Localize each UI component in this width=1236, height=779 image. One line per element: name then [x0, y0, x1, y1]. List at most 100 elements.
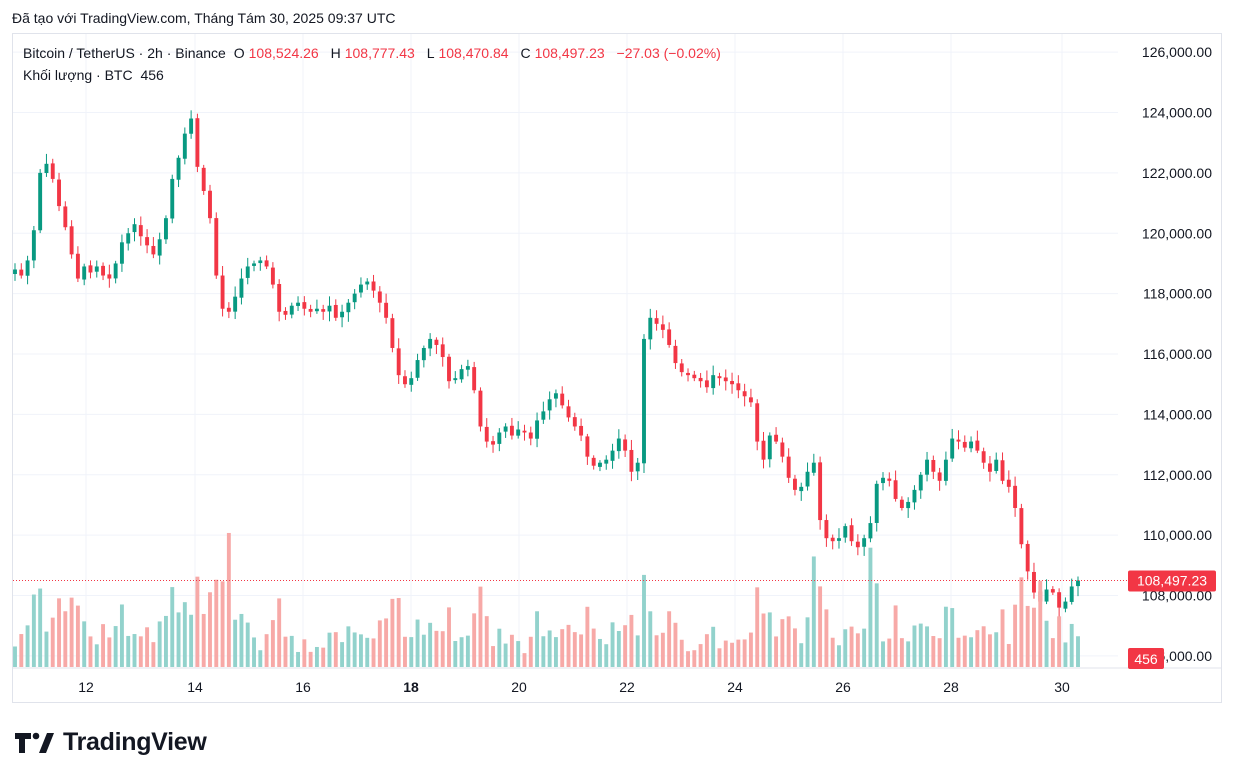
volume-bar: [453, 640, 458, 667]
volume-bar: [610, 622, 615, 667]
candle-body: [170, 178, 175, 219]
volume-bar: [723, 640, 728, 667]
volume-bar: [1069, 623, 1074, 667]
volume-bar: [157, 621, 162, 667]
candle-body: [730, 381, 735, 385]
volume-bar: [975, 630, 980, 667]
volume-bar: [692, 650, 697, 667]
candle-body: [13, 269, 17, 275]
volume-bar: [421, 634, 426, 667]
candle-body: [528, 432, 533, 439]
volume-bar: [547, 630, 552, 667]
candle-body: [239, 278, 244, 298]
volume-bar: [793, 628, 797, 667]
candle-body: [214, 218, 219, 276]
volume-legend: Khối lượng · BTC 456: [23, 67, 164, 83]
x-tick-label: 28: [943, 679, 959, 695]
x-tick-label: 16: [295, 679, 311, 695]
candle-body: [893, 480, 898, 499]
volume-bar: [176, 612, 181, 667]
volume-bar: [465, 635, 470, 667]
volume-bar: [277, 598, 282, 667]
candle-body: [101, 265, 106, 276]
y-tick-label: 124,000.00: [1142, 104, 1212, 120]
candle-body: [509, 425, 514, 436]
close-value: 108,497.23: [534, 45, 605, 61]
candle-body: [1044, 589, 1049, 602]
low-label: L: [426, 45, 435, 61]
candle-body: [855, 541, 860, 548]
candle-body: [560, 393, 565, 406]
candle-body: [88, 265, 93, 273]
volume-bar: [516, 641, 521, 667]
candle-body: [1025, 543, 1030, 572]
volume-bar: [145, 627, 150, 667]
volume-bar: [126, 635, 131, 667]
candle-body: [346, 302, 351, 313]
candle-body: [1069, 586, 1074, 602]
volume-bar: [642, 574, 646, 667]
volume-bar: [220, 581, 225, 667]
volume-bar: [428, 622, 433, 667]
volume-bar: [881, 641, 885, 667]
candle-body: [585, 436, 590, 457]
volume-bar: [440, 631, 445, 667]
candle-body: [962, 441, 967, 448]
volume-bar: [572, 632, 577, 667]
volume-bar: [962, 635, 967, 667]
volume-bar: [912, 625, 917, 667]
volume-bar: [824, 609, 829, 667]
volume-bar: [371, 638, 376, 667]
candle-body: [686, 372, 690, 376]
volume-bar: [138, 636, 143, 667]
volume-tag-text: 456: [1134, 651, 1158, 667]
volume-bar: [365, 637, 370, 667]
candle-body: [94, 266, 99, 272]
candle-body: [377, 291, 382, 303]
tradingview-brand[interactable]: TradingView: [15, 728, 207, 757]
candle-body: [660, 324, 665, 330]
volume-bar: [415, 619, 420, 667]
volume-bar: [1025, 605, 1030, 667]
volume-bar: [358, 634, 363, 667]
volume-bar: [31, 594, 36, 667]
candle-body: [107, 274, 112, 279]
high-value: 108,777.43: [344, 45, 415, 61]
symbol-label[interactable]: Bitcoin / TetherUS · 2h · Binance: [23, 45, 226, 61]
candle-body: [642, 338, 646, 464]
volume-bar: [497, 628, 502, 667]
candle-body: [38, 172, 43, 231]
volume-bar: [604, 644, 609, 667]
volume-bar: [868, 547, 873, 667]
volume-bar: [553, 637, 558, 667]
volume-bar: [352, 632, 357, 667]
candle-body: [1006, 479, 1011, 487]
volume-bar: [226, 532, 231, 667]
volume-bar: [981, 626, 986, 667]
volume-bar: [151, 642, 156, 667]
volume-bar: [509, 634, 514, 667]
volume-bar: [132, 634, 137, 667]
volume-bar: [906, 641, 911, 667]
tradingview-logo-icon: [15, 732, 54, 753]
volume-bar: [75, 605, 80, 667]
volume-bar: [302, 639, 307, 667]
volume-bar: [987, 634, 992, 667]
candle-body: [132, 224, 137, 233]
candle-body: [881, 477, 885, 484]
volume-label[interactable]: Khối lượng · BTC: [23, 67, 133, 83]
volume-bar: [88, 636, 93, 667]
candle-body: [252, 263, 256, 266]
volume-bar: [1006, 643, 1011, 667]
candle-body: [786, 456, 791, 478]
candle-body: [887, 478, 892, 481]
volume-bar: [893, 605, 898, 667]
volume-bar: [528, 636, 533, 667]
volume-bar: [245, 622, 250, 667]
candle-body: [63, 206, 68, 228]
candle-body: [1032, 571, 1036, 593]
candle-body: [208, 190, 212, 219]
volume-bar: [887, 638, 892, 667]
candle-body: [264, 260, 269, 267]
